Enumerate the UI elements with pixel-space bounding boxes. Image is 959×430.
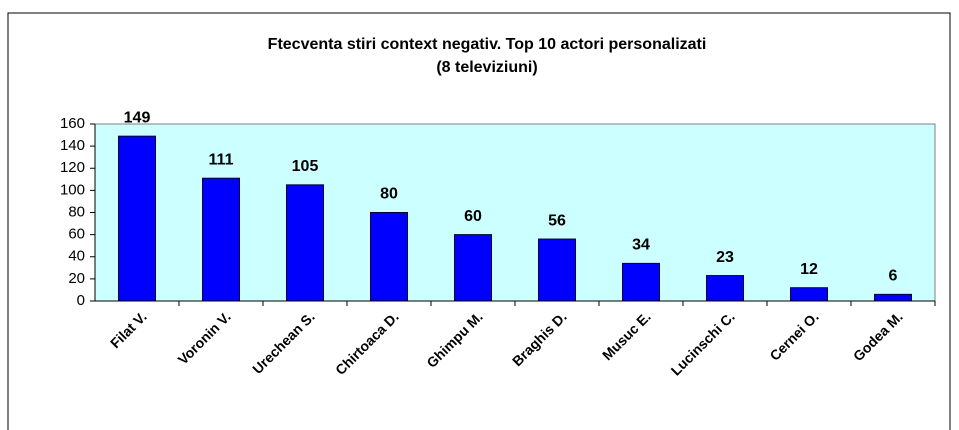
- value-label: 149: [124, 109, 151, 126]
- y-tick-label: 100: [60, 181, 85, 198]
- value-label: 12: [800, 261, 818, 278]
- value-label: 105: [292, 158, 319, 175]
- bar: [202, 177, 240, 302]
- y-tick-label: 140: [60, 137, 85, 154]
- value-label: 34: [632, 237, 650, 254]
- bar: [286, 184, 324, 302]
- value-label: 23: [716, 249, 734, 266]
- value-label: 6: [889, 268, 898, 285]
- chart-title: (8 televiziuni): [436, 59, 537, 76]
- bar: [790, 287, 828, 302]
- y-tick-label: 0: [77, 292, 85, 309]
- value-label: 56: [548, 212, 566, 229]
- chart-title: Ftecventa stiri context negativ. Top 10 …: [268, 36, 707, 53]
- value-label: 111: [209, 151, 234, 168]
- bar: [622, 262, 660, 302]
- y-tick-label: 80: [68, 203, 85, 220]
- bar: [874, 293, 912, 302]
- bar: [454, 234, 492, 302]
- bar: [538, 238, 576, 302]
- y-tick-label: 160: [60, 115, 85, 132]
- y-tick-label: 20: [68, 270, 85, 287]
- value-label: 60: [464, 208, 482, 225]
- bar: [370, 212, 408, 302]
- y-tick-label: 40: [68, 248, 85, 265]
- y-tick-label: 120: [60, 159, 85, 176]
- bar: [706, 275, 744, 302]
- value-label: 80: [380, 186, 398, 203]
- y-tick-label: 60: [68, 226, 85, 243]
- bar: [118, 135, 156, 302]
